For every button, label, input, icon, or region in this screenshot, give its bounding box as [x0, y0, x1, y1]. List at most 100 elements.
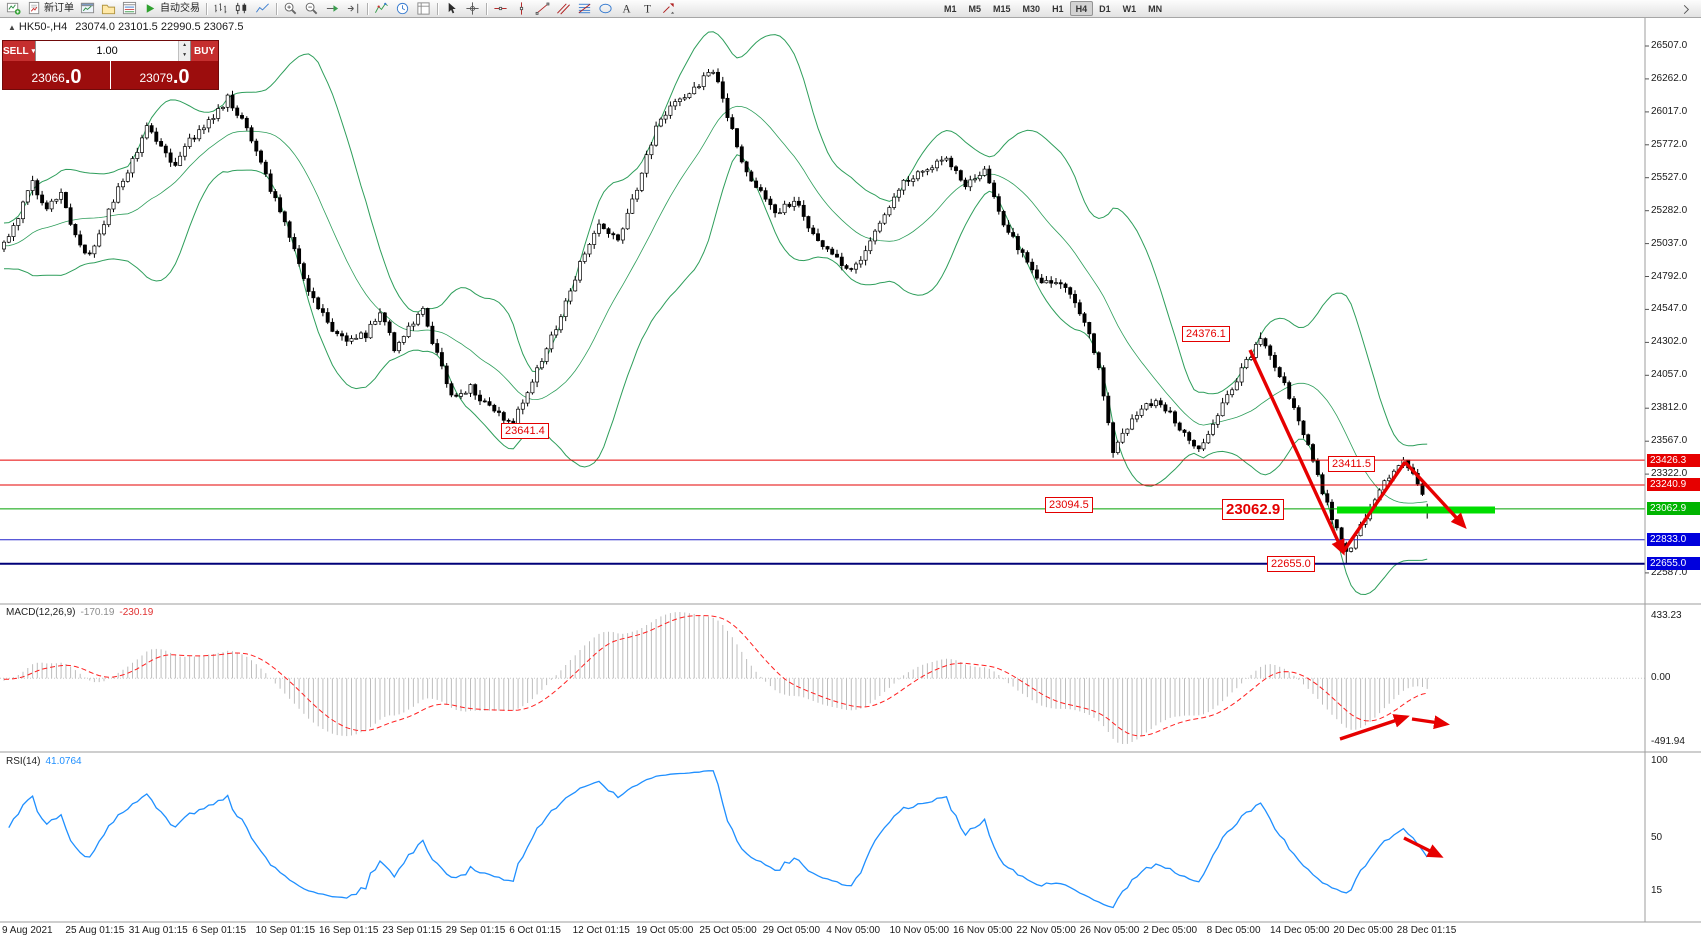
buy-button[interactable]: 23079.0: [111, 61, 218, 89]
vertical-line-icon: [519, 2, 524, 15]
new-order-button[interactable]: 新订单: [24, 1, 77, 17]
axis-price-tag: 22655.0: [1647, 557, 1700, 571]
timeframe-m1-button[interactable]: M1: [944, 3, 957, 14]
timeframe-w1-button[interactable]: W1: [1122, 3, 1137, 14]
macd-indicator-label: MACD(12,26,9) -170.19 -230.19: [6, 607, 153, 618]
chart-shift-icon: [347, 3, 359, 14]
chart-shift-button[interactable]: [343, 1, 364, 17]
new-chart-icon: [6, 2, 21, 15]
trendline-button[interactable]: [532, 1, 553, 17]
time-axis-label: 23 Sep 01:15: [382, 925, 442, 936]
timeframe-h1-button[interactable]: H1: [1052, 3, 1064, 14]
price-annotation[interactable]: 23094.5: [1045, 497, 1093, 513]
time-axis-label: 29 Oct 05:00: [762, 925, 821, 936]
zoom-in-icon: [284, 2, 297, 15]
templates-button[interactable]: [413, 1, 434, 17]
zoom-out-icon: [305, 2, 318, 15]
rsi-line: [8, 770, 1428, 909]
buy-price: 23079: [139, 71, 173, 85]
auto-scroll-button[interactable]: [322, 1, 343, 17]
fibonacci-button[interactable]: [574, 1, 595, 17]
toolbar-separator: [276, 2, 277, 15]
auto-trading-button[interactable]: 自动交易: [140, 1, 203, 17]
arrows-icon: [663, 3, 675, 14]
toolbar-separator: [437, 2, 438, 15]
timeframe-m15-button[interactable]: M15: [993, 3, 1011, 14]
timeframe-d1-button[interactable]: D1: [1099, 3, 1111, 14]
sell-button[interactable]: 23066.0: [3, 61, 110, 89]
svg-text:T: T: [644, 4, 651, 16]
bar-chart-button[interactable]: [210, 1, 231, 17]
time-axis-label: 29 Sep 01:15: [445, 925, 506, 936]
text-button[interactable]: A: [616, 1, 637, 17]
axis-price-tag: 23240.9: [1647, 478, 1700, 492]
new-chart-button[interactable]: [3, 1, 24, 17]
rsi-name: RSI(14): [6, 756, 41, 767]
volume-field: ▲▼: [35, 41, 192, 61]
text-label-button[interactable]: T: [637, 1, 658, 17]
price-axis-tick: 22587.0: [1651, 566, 1688, 578]
svg-text:A: A: [622, 4, 631, 16]
cursor-button[interactable]: [441, 1, 462, 17]
time-axis-label: 12 Oct 01:15: [572, 925, 630, 936]
time-axis-label: 4 Nov 05:00: [826, 925, 881, 936]
zoom-out-button[interactable]: [301, 1, 322, 17]
profiles-button[interactable]: [98, 1, 119, 17]
timeframe-m5-button[interactable]: M5: [968, 3, 982, 14]
volume-input[interactable]: [36, 41, 179, 61]
time-axis-label: 8 Dec 05:00: [1206, 925, 1261, 936]
auto-scroll-icon: [326, 5, 339, 12]
toolbar-overflow-icon: [1683, 4, 1690, 14]
price-annotation[interactable]: 22655.0: [1267, 556, 1315, 572]
vertical-line-button[interactable]: [511, 1, 532, 17]
market-watch-icon: [122, 1, 137, 15]
toolbar-separator: [206, 2, 207, 15]
time-axis-label: 10 Sep 01:15: [255, 925, 316, 936]
axis-price-tag: 23062.9: [1647, 502, 1700, 516]
macd-name: MACD(12,26,9): [6, 607, 76, 618]
sell-price: 23066: [31, 71, 65, 85]
sell-header[interactable]: SELL ▾: [3, 41, 36, 61]
price-annotation[interactable]: 24376.1: [1182, 326, 1230, 342]
price-axis-tick: 25282.0: [1651, 204, 1688, 216]
toolbar-overflow-button[interactable]: [1676, 1, 1697, 17]
indicators-button[interactable]: [371, 1, 392, 17]
toolbar-separator: [486, 2, 487, 15]
zoom-in-button[interactable]: [280, 1, 301, 17]
price-annotation[interactable]: 23641.4: [501, 423, 549, 439]
periods-button[interactable]: [392, 1, 413, 17]
time-axis-label: 16 Nov 05:00: [953, 925, 1013, 936]
volume-down-icon[interactable]: ▼: [179, 51, 191, 61]
channel-button[interactable]: [553, 1, 574, 17]
horizontal-line-icon: [494, 6, 507, 11]
trend-arrows[interactable]: [1248, 349, 1467, 858]
support-zone[interactable]: [1337, 506, 1495, 514]
sell-header-label: SELL: [3, 45, 29, 57]
arrows-button[interactable]: [658, 1, 679, 17]
bar-chart-icon: [214, 3, 227, 14]
chart-window-button[interactable]: [77, 1, 98, 17]
candlesticks-button[interactable]: [231, 1, 252, 17]
timeframe-h4-button[interactable]: H4: [1069, 1, 1094, 16]
volume-stepper[interactable]: ▲ ▼: [178, 41, 191, 61]
shapes-icon: [599, 3, 612, 14]
line-chart-button[interactable]: [252, 1, 273, 17]
buy-price-big: .0: [172, 66, 190, 88]
price-annotation[interactable]: 23062.9: [1222, 499, 1285, 520]
auto-trading-label: 自动交易: [160, 2, 200, 14]
timeframe-m30-button[interactable]: M30: [1022, 3, 1041, 14]
shapes-button[interactable]: [595, 1, 616, 17]
crosshair-button[interactable]: [462, 1, 483, 17]
rsi-indicator-label: RSI(14) 41.0764: [6, 756, 82, 767]
volume-up-icon[interactable]: ▲: [179, 41, 191, 51]
timeframe-mn-button[interactable]: MN: [1148, 3, 1163, 14]
axis-price-tag: 23426.3: [1647, 453, 1700, 467]
text-icon: A: [622, 4, 631, 16]
horizontal-line-button[interactable]: [490, 1, 511, 17]
market-watch-button[interactable]: [119, 1, 140, 17]
price-axis-tick: 26262.0: [1651, 72, 1688, 84]
panel-separators: [0, 18, 1701, 923]
buy-header[interactable]: BUY: [191, 41, 218, 61]
price-annotation[interactable]: 23411.5: [1328, 456, 1375, 472]
